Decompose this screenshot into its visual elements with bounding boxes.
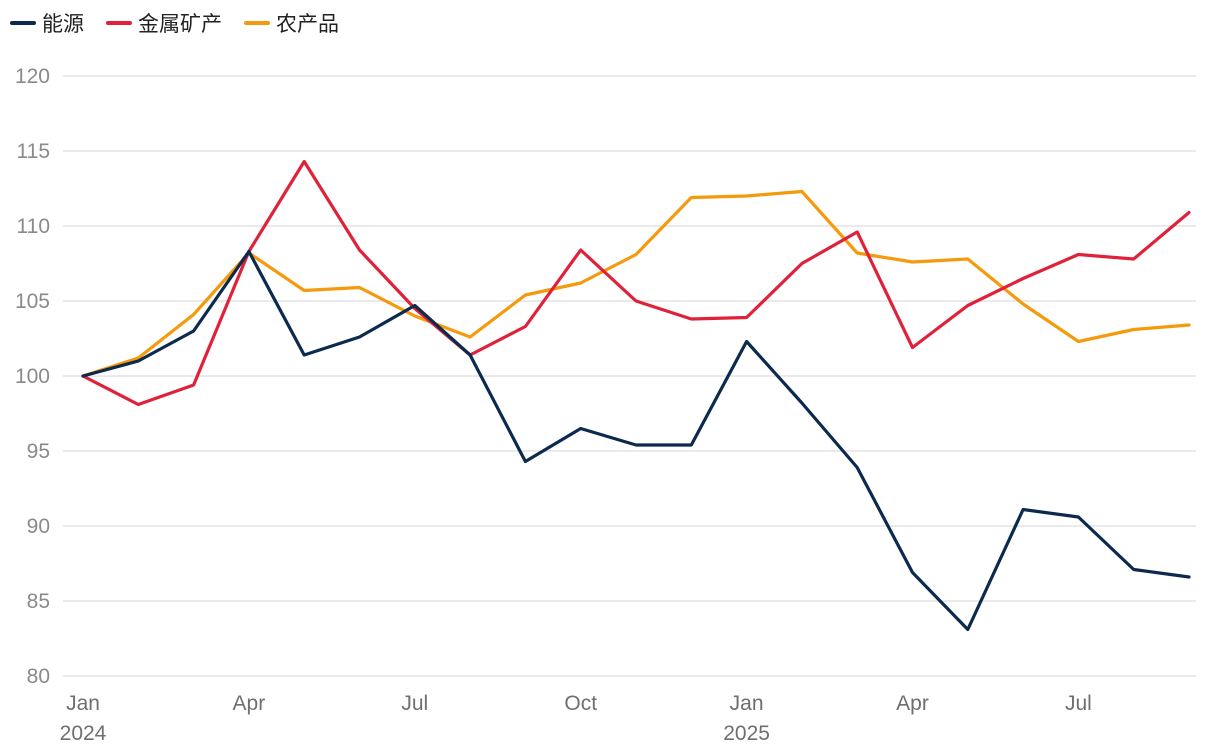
series-line-metals[interactable] bbox=[81, 159, 1191, 407]
x-tick-label: Jul bbox=[1065, 692, 1092, 715]
y-tick-label: 80 bbox=[27, 665, 50, 688]
legend-label-energy: 能源 bbox=[42, 13, 84, 36]
x-tick-year-label: 2024 bbox=[60, 722, 107, 745]
legend-item-metals[interactable]: 金属矿产 bbox=[106, 8, 222, 38]
legend-swatch-metals bbox=[106, 21, 132, 25]
y-tick-label: 115 bbox=[17, 140, 50, 163]
x-tick-label: Apr bbox=[896, 692, 929, 715]
legend-label-metals: 金属矿产 bbox=[138, 13, 222, 36]
y-tick-label: 95 bbox=[27, 440, 50, 463]
legend-label-agriculture: 农产品 bbox=[276, 13, 339, 36]
y-tick-label: 110 bbox=[17, 215, 50, 238]
x-tick-label: Apr bbox=[233, 692, 266, 715]
legend-swatch-agriculture bbox=[244, 21, 270, 25]
legend-item-energy[interactable]: 能源 bbox=[10, 8, 84, 38]
y-tick-label: 100 bbox=[15, 365, 50, 388]
x-tick-label: Jan bbox=[730, 692, 764, 715]
x-axis-ticks: Jan 2024 Apr Jul Oct Jan 2025 Apr Jul bbox=[60, 692, 1092, 745]
y-tick-label: 90 bbox=[27, 515, 50, 538]
y-tick-label: 120 bbox=[15, 65, 50, 88]
y-tick-label: 85 bbox=[27, 590, 50, 613]
y-tick-label: 105 bbox=[15, 290, 50, 313]
grid-lines bbox=[63, 75, 1196, 677]
series-line-agriculture[interactable] bbox=[81, 189, 1191, 378]
series-line-energy[interactable] bbox=[81, 249, 1191, 632]
legend-item-agriculture[interactable]: 农产品 bbox=[244, 8, 339, 38]
y-axis-ticks: 80 85 90 95 100 105 110 115 120 bbox=[15, 65, 50, 688]
series-lines bbox=[81, 159, 1191, 632]
legend: 能源 金属矿产 农产品 bbox=[10, 8, 339, 38]
x-tick-label: Jan bbox=[66, 692, 100, 715]
x-tick-label: Oct bbox=[564, 692, 597, 715]
legend-swatch-energy bbox=[10, 21, 36, 25]
x-tick-label: Jul bbox=[401, 692, 428, 715]
x-tick-year-label: 2025 bbox=[723, 722, 770, 745]
